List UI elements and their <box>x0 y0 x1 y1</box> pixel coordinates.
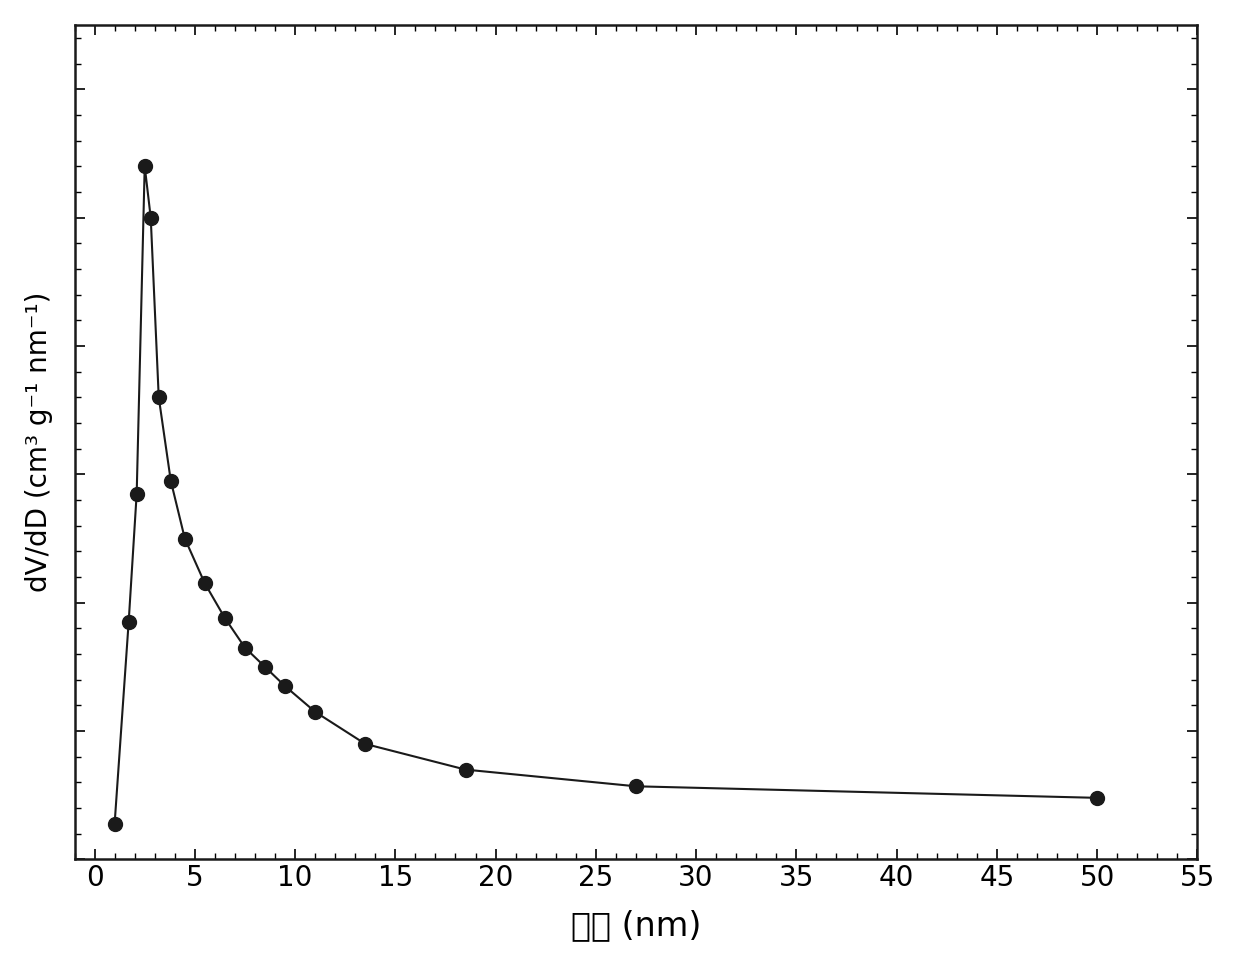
Y-axis label: dV/dD (cm³ g⁻¹ nm⁻¹): dV/dD (cm³ g⁻¹ nm⁻¹) <box>25 292 53 593</box>
X-axis label: 孔径 (nm): 孔径 (nm) <box>570 909 701 942</box>
